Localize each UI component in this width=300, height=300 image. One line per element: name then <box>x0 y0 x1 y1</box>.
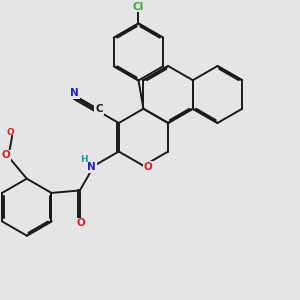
Text: N: N <box>70 88 79 98</box>
Text: O: O <box>1 150 10 160</box>
Text: O: O <box>144 162 152 172</box>
Text: O: O <box>77 218 86 228</box>
Text: Cl: Cl <box>133 2 144 12</box>
Text: O: O <box>7 128 14 137</box>
Text: H: H <box>80 155 87 164</box>
Text: C: C <box>95 104 103 115</box>
Text: N: N <box>87 162 96 172</box>
